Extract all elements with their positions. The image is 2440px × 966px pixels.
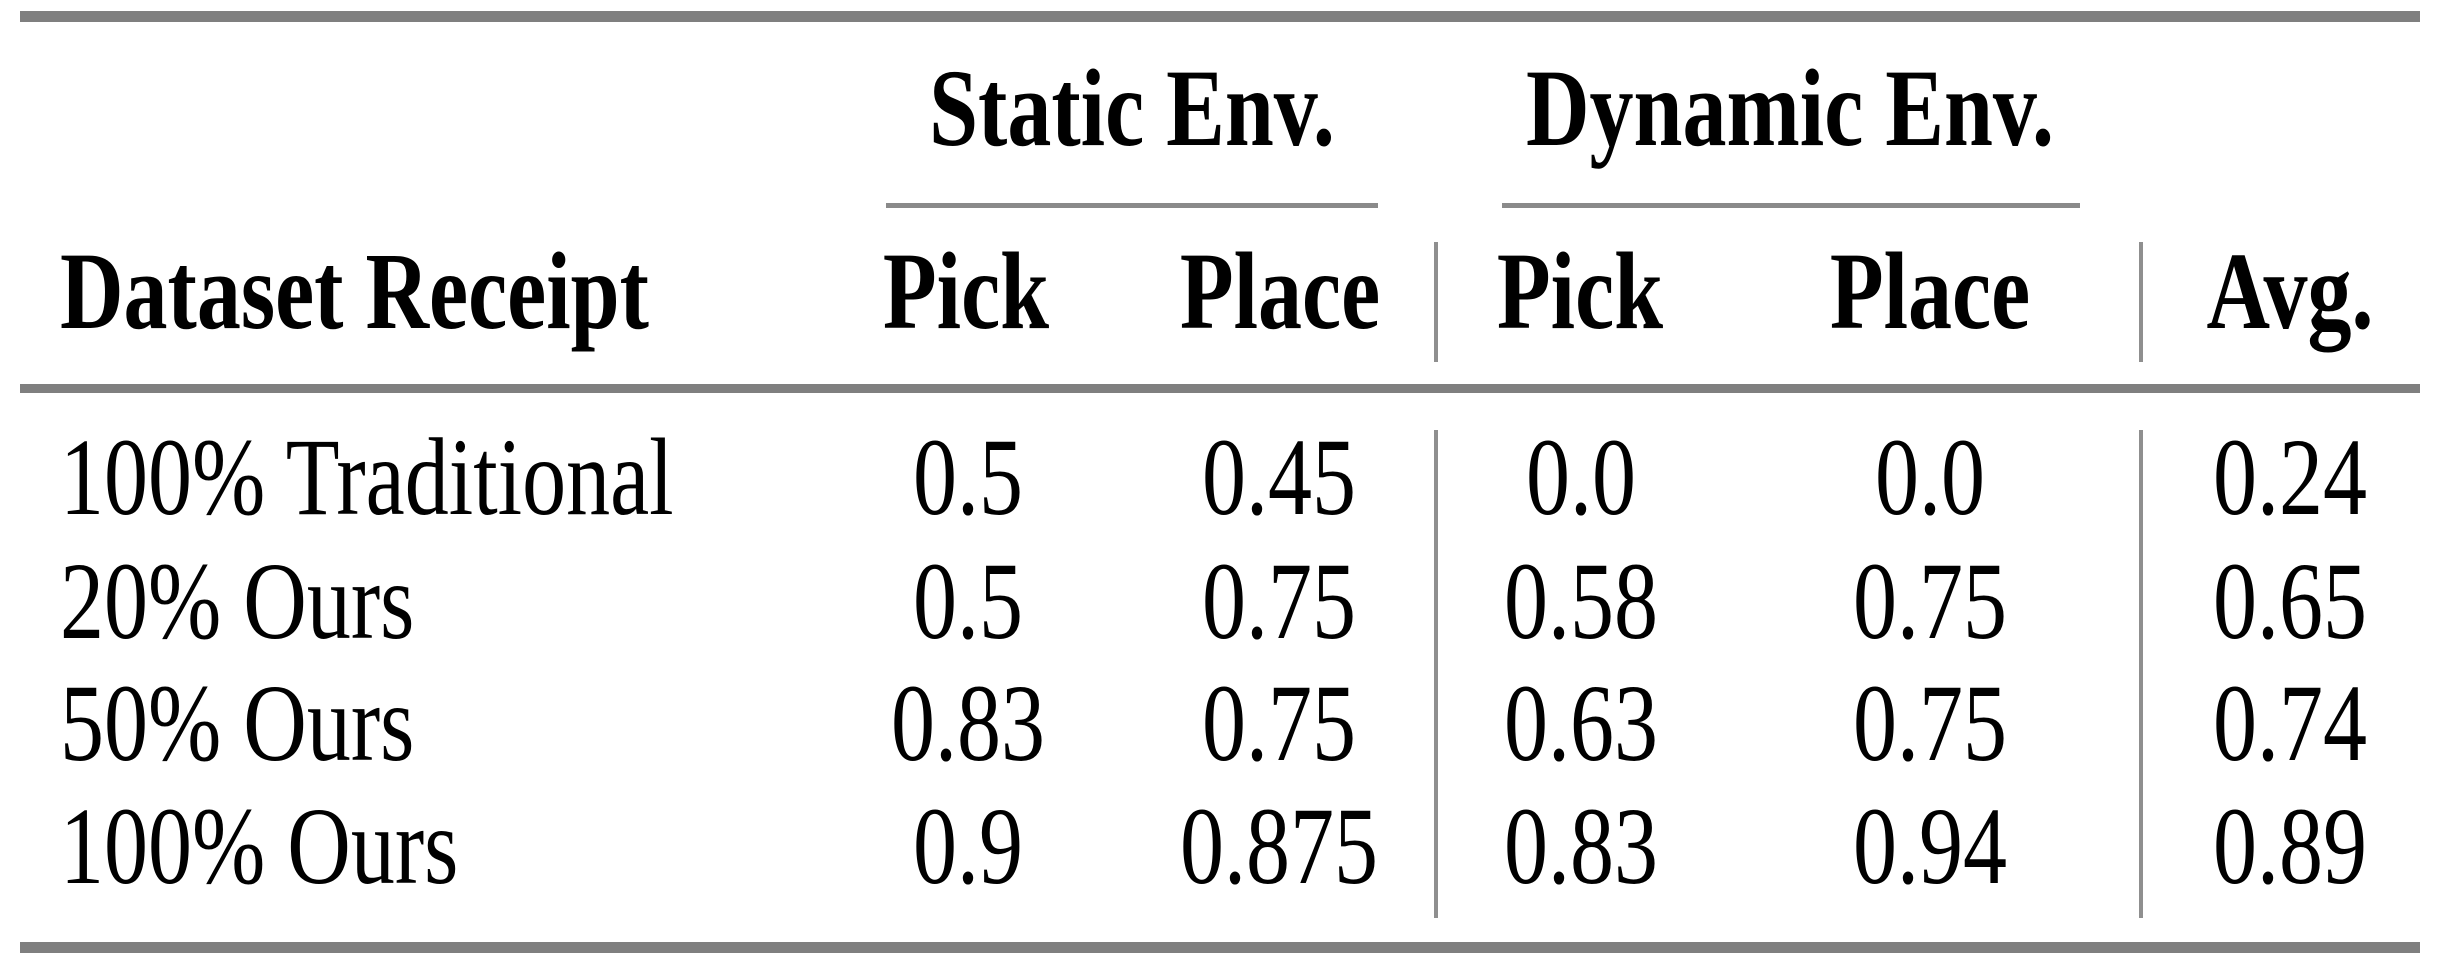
static-place-value: 0.75	[1202, 541, 1356, 663]
static-place-header: Place	[1179, 231, 1381, 353]
dynamic-pick-value: 0.0	[1526, 417, 1636, 539]
dynamic-place-value: 0.0	[1875, 417, 1985, 539]
row-label: 100% Traditional	[60, 417, 674, 539]
header-divider-avg	[2139, 242, 2143, 362]
body-divider-avg	[2139, 430, 2143, 918]
dynamic-place-value: 0.75	[1853, 541, 2007, 663]
dynamic-pick-header: Pick	[1496, 231, 1664, 353]
top-rule	[20, 11, 2420, 22]
table-row: 20% Ours 0.5 0.75 0.58 0.75 0.65	[0, 541, 2440, 674]
dynamic-place-value: 0.75	[1853, 663, 2007, 785]
avg-value: 0.89	[2213, 786, 2367, 908]
dynamic-env-underline	[1502, 203, 2080, 208]
static-pick-value: 0.83	[891, 663, 1045, 785]
dynamic-pick-value: 0.83	[1504, 786, 1658, 908]
dynamic-pick-value: 0.58	[1504, 541, 1658, 663]
static-env-group-header: Static Env.	[929, 48, 1335, 170]
row-label: 20% Ours	[60, 541, 415, 663]
static-pick-header: Pick	[882, 231, 1050, 353]
dynamic-env-group-header: Dynamic Env.	[1525, 48, 2055, 170]
static-place-value: 0.75	[1202, 663, 1356, 785]
static-env-underline	[886, 203, 1378, 208]
row-label: 100% Ours	[60, 786, 459, 908]
row-label: 50% Ours	[60, 663, 415, 785]
static-pick-value: 0.5	[913, 417, 1023, 539]
bottom-rule	[20, 942, 2420, 953]
avg-value: 0.65	[2213, 541, 2367, 663]
dynamic-place-header: Place	[1829, 231, 2031, 353]
header-divider-static-dynamic	[1434, 242, 1438, 362]
avg-value: 0.74	[2213, 663, 2367, 785]
table-row: 100% Ours 0.9 0.875 0.83 0.94 0.89	[0, 786, 2440, 919]
body-divider-static-dynamic	[1434, 430, 1438, 918]
column-header-row: Dataset Receipt Pick Place Pick Place Av…	[0, 231, 2440, 388]
avg-header: Avg.	[2206, 231, 2374, 353]
dynamic-pick-value: 0.63	[1504, 663, 1658, 785]
table-row: 100% Traditional 0.5 0.45 0.0 0.0 0.24	[0, 417, 2440, 550]
dataset-receipt-header: Dataset Receipt	[60, 231, 649, 353]
avg-value: 0.24	[2213, 417, 2367, 539]
table-row: 50% Ours 0.83 0.75 0.63 0.75 0.74	[0, 663, 2440, 796]
static-pick-value: 0.5	[913, 541, 1023, 663]
static-place-value: 0.875	[1180, 786, 1378, 908]
static-pick-value: 0.9	[913, 786, 1023, 908]
dynamic-place-value: 0.94	[1853, 786, 2007, 908]
header-rule	[20, 384, 2420, 393]
static-place-value: 0.45	[1202, 417, 1356, 539]
